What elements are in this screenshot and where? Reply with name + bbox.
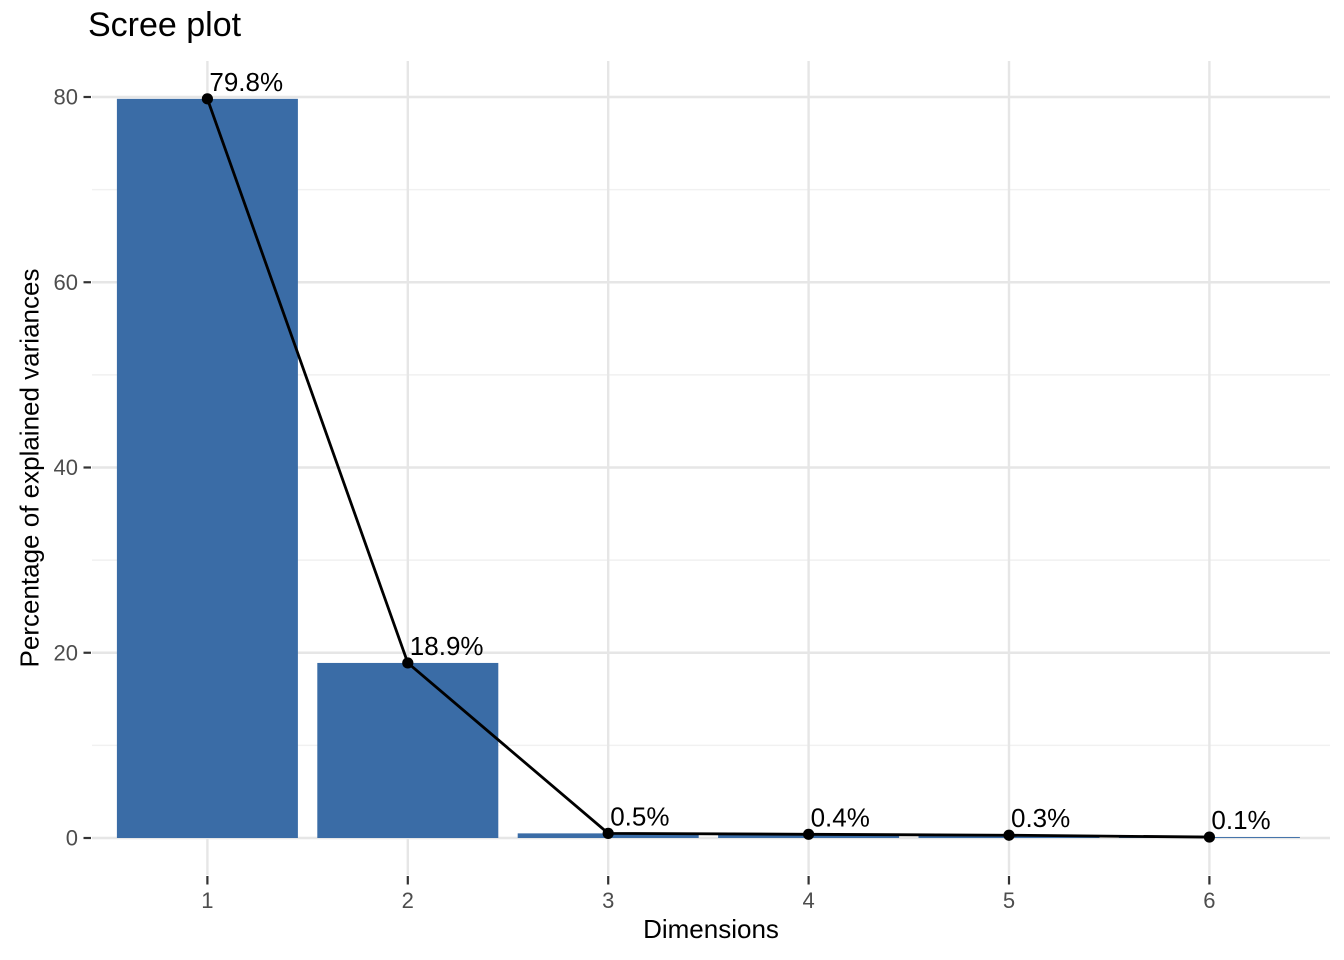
y-tick-label: 80 (54, 85, 78, 110)
point-dimension-5 (1003, 829, 1015, 841)
x-tick-labels: 1 2 3 4 5 6 (201, 888, 1215, 913)
data-label: 0.5% (610, 801, 669, 831)
variance-line (206, 98, 1210, 839)
y-tick-label: 20 (54, 640, 78, 665)
x-tick-label: 5 (1003, 888, 1015, 913)
x-tick-label: 6 (1203, 888, 1215, 913)
data-label: 0.3% (1011, 803, 1070, 833)
data-label: 18.9% (410, 631, 484, 661)
x-axis-title: Dimensions (643, 914, 779, 944)
point-dimension-4 (803, 828, 815, 840)
axis-ticks (83, 95, 1211, 885)
data-label: 0.1% (1211, 805, 1270, 835)
y-tick-label: 40 (54, 455, 78, 480)
point-dimension-2 (402, 657, 414, 669)
y-tick-labels: 0 20 40 60 80 (54, 85, 78, 851)
point-dimension-1 (201, 93, 213, 105)
x-tick-label: 3 (602, 888, 614, 913)
x-tick-label: 1 (201, 888, 213, 913)
point-dimension-6 (1203, 831, 1215, 843)
line-path (206, 98, 1210, 839)
bar-dimension-2 (317, 662, 499, 838)
x-tick-label: 2 (402, 888, 414, 913)
gridlines-minor (92, 188, 1330, 747)
data-label: 79.8% (209, 67, 283, 97)
y-tick-label: 0 (66, 826, 78, 851)
chart-title: Scree plot (88, 6, 242, 44)
gridlines-major-horizontal (92, 95, 1330, 840)
data-points (201, 93, 1215, 843)
data-label: 0.4% (811, 802, 870, 832)
x-tick-label: 4 (802, 888, 814, 913)
bar-dimension-1 (116, 98, 298, 839)
point-dimension-3 (602, 827, 614, 839)
data-labels: 79.8% 18.9% 0.5% 0.4% 0.3% 0.1% (209, 67, 1270, 835)
y-tick-label: 60 (54, 270, 78, 295)
